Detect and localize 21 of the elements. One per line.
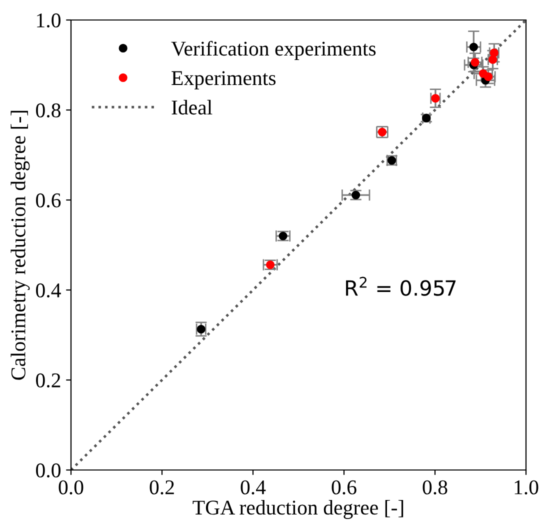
y-tick-label: 0.2 xyxy=(36,373,60,388)
legend-label: Verification experiments xyxy=(171,40,376,60)
point xyxy=(422,114,431,122)
x-tick-label: 1.0 xyxy=(514,480,538,494)
y-tick-label: 0.6 xyxy=(36,193,61,208)
x-tick-label: 0.0 xyxy=(58,480,84,494)
y-tick-label: 0.0 xyxy=(36,463,60,478)
y-tick-label: 0.8 xyxy=(36,103,60,118)
x-axis-title: TGA reduction degree [-] xyxy=(192,500,404,519)
y-tick-label: 1.0 xyxy=(37,13,60,28)
y-tick-label: 0.4 xyxy=(36,283,61,298)
x-tick-label: 0.4 xyxy=(240,480,266,494)
legend-label: Ideal xyxy=(172,100,212,115)
point xyxy=(469,42,478,52)
point xyxy=(470,58,480,67)
x-tick-label: 0.2 xyxy=(150,480,174,494)
x-tick-label: 0.6 xyxy=(332,480,356,494)
x-tick-label: 0.8 xyxy=(422,480,448,494)
annotation: R$^{2}$ = 0.957 xyxy=(346,276,456,296)
y-axis-title: Calorimetry reduction degree [-] xyxy=(10,110,30,380)
legend-label: Experiments xyxy=(172,71,276,90)
